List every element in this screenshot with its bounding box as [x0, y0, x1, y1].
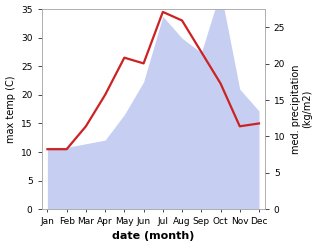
Y-axis label: max temp (C): max temp (C)	[5, 75, 16, 143]
Y-axis label: med. precipitation
(kg/m2): med. precipitation (kg/m2)	[291, 64, 313, 154]
X-axis label: date (month): date (month)	[112, 231, 194, 242]
